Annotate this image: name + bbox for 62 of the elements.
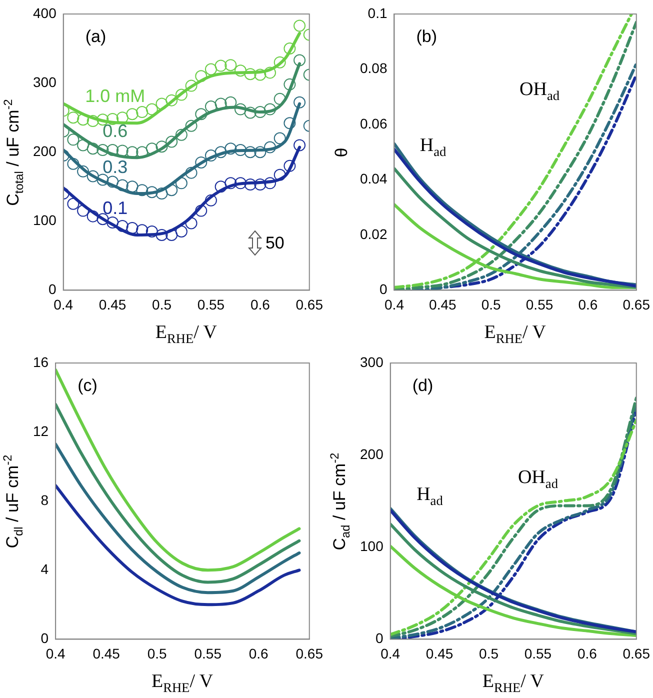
y-axis-title: θ: [332, 147, 351, 157]
series-label: 0.3: [102, 156, 128, 177]
x-axis-title: E$_{RHE}$/ V: [151, 671, 214, 695]
y-tick-label: 0: [376, 630, 384, 646]
x-tick-label: 0.65: [296, 645, 324, 662]
annotation: (c): [78, 376, 98, 395]
x-tick-label: 0.55: [524, 645, 552, 662]
y-tick-label: 0: [40, 630, 49, 646]
y-tick-label: 0: [379, 281, 388, 298]
annotation: (a): [85, 27, 106, 46]
annotation: OH$_{ad}$: [518, 466, 558, 491]
y-tick-label: 200: [33, 142, 57, 159]
annotation: OH$_{ad}$: [520, 79, 560, 104]
x-axis-title: E$_{RHE}$/ V: [155, 322, 217, 346]
x-tick-label: 0.6: [250, 296, 270, 312]
annotation: H$_{ad}$: [420, 134, 446, 158]
annotation: 50: [265, 234, 284, 253]
x-tick-label: 0.4: [380, 645, 400, 662]
y-tick-label: 0.04: [360, 170, 388, 187]
y-tick-label: 12: [32, 422, 49, 439]
y-tick-label: 0: [48, 281, 57, 298]
y-tick-label: 300: [33, 74, 57, 90]
x-tick-label: 0.45: [426, 645, 454, 662]
y-tick-label: 200: [360, 446, 384, 462]
x-tick-label: 0.4: [46, 645, 66, 662]
annotation: (b): [416, 27, 438, 46]
y-tick-label: 8: [40, 492, 49, 508]
series-label: 0.1: [102, 198, 128, 218]
x-tick-label: 0.4: [54, 296, 74, 312]
y-tick-label: 0.02: [360, 226, 388, 242]
x-tick-label: 0.65: [296, 296, 324, 312]
y-tick-label: 100: [33, 212, 57, 228]
series-label: 0.6: [102, 120, 128, 141]
x-tick-label: 0.55: [194, 645, 222, 662]
x-tick-label: 0.6: [577, 645, 598, 662]
y-tick-label: 0.08: [360, 60, 388, 76]
x-tick-label: 0.5: [479, 645, 499, 662]
y-tick-label: 16: [32, 354, 49, 370]
y-tick-label: 100: [360, 538, 384, 554]
x-tick-label: 0.4: [384, 296, 404, 312]
y-tick-label: 4: [40, 561, 49, 578]
x-tick-label: 0.45: [429, 296, 457, 312]
x-tick-label: 0.45: [98, 296, 126, 312]
x-tick-label: 0.5: [481, 296, 502, 312]
series-label: 1.0 mM: [85, 86, 146, 106]
x-tick-label: 0.5: [152, 296, 172, 312]
x-tick-label: 0.45: [92, 645, 120, 662]
annotation: H$_{ad}$: [416, 484, 443, 508]
x-tick-label: 0.55: [526, 296, 554, 312]
x-axis-title: E$_{RHE}$/ V: [482, 671, 544, 695]
x-tick-label: 0.65: [622, 296, 650, 312]
annotation: (d): [412, 376, 434, 395]
x-tick-label: 0.5: [147, 645, 168, 662]
x-tick-label: 0.6: [578, 296, 598, 312]
y-tick-label: 400: [33, 4, 57, 21]
x-tick-label: 0.6: [248, 645, 269, 662]
x-tick-label: 0.65: [622, 645, 650, 662]
y-tick-label: 0.1: [368, 4, 388, 21]
y-tick-label: 0.06: [360, 115, 388, 132]
x-axis-title: E$_{RHE}$/ V: [484, 322, 546, 346]
y-tick-label: 300: [360, 354, 384, 370]
x-tick-label: 0.55: [197, 296, 225, 312]
